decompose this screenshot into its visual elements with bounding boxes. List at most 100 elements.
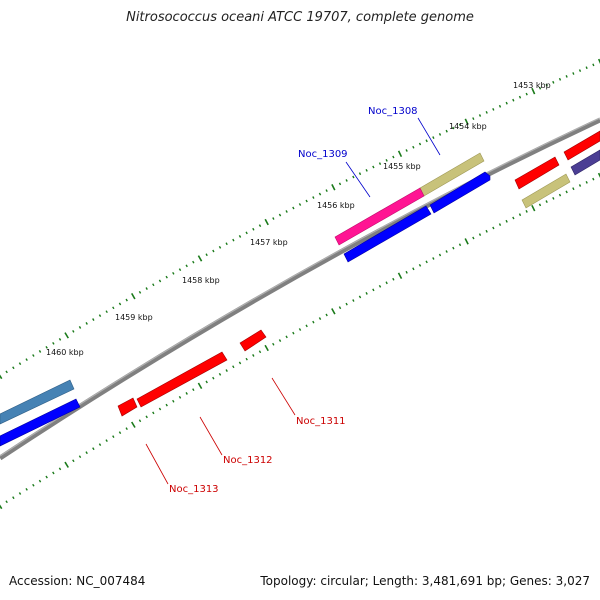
inner-minor-tick — [245, 357, 248, 361]
outer-major-tick — [531, 87, 536, 95]
inner-minor-tick — [92, 447, 95, 451]
inner-minor-tick — [52, 471, 55, 475]
inner-minor-tick — [485, 229, 488, 233]
inner-minor-tick — [572, 187, 575, 191]
outer-minor-tick — [118, 302, 122, 306]
inner-minor-tick — [232, 365, 235, 369]
inner-major-tick — [397, 272, 403, 279]
feature-red-lower-small[interactable] — [117, 397, 138, 417]
gene-label-noc-1313[interactable]: Noc_1313 — [169, 484, 219, 495]
outer-minor-tick — [225, 242, 228, 246]
gene-label-noc-1311[interactable]: Noc_1311 — [296, 416, 346, 427]
inner-minor-tick — [438, 253, 442, 257]
outer-minor-tick — [218, 245, 222, 249]
inner-minor-tick — [305, 324, 308, 328]
feature-red-mid-long[interactable] — [136, 351, 228, 408]
inner-minor-tick — [345, 302, 348, 306]
gene-label-noc-1308[interactable]: Noc_1308 — [368, 106, 418, 117]
kbp-label-1456: 1456 kbp — [317, 201, 355, 210]
inner-minor-tick — [185, 392, 188, 395]
outer-minor-tick — [192, 260, 195, 264]
feature-pink-block[interactable] — [334, 187, 425, 246]
gene-features — [0, 130, 600, 447]
leader-line-noc-1313 — [145, 443, 169, 485]
leader-line-noc-1312 — [199, 416, 223, 456]
outer-minor-tick — [278, 213, 282, 217]
inner-major-tick — [597, 172, 600, 178]
outer-minor-tick — [492, 107, 495, 111]
outer-minor-tick — [365, 168, 368, 172]
outer-major-tick — [397, 150, 403, 158]
outer-minor-tick — [245, 231, 248, 235]
inner-minor-tick — [458, 243, 462, 247]
inner-minor-tick — [538, 203, 542, 207]
inner-minor-tick — [105, 439, 108, 442]
outer-major-tick — [131, 293, 136, 300]
feature-blue-left[interactable] — [0, 398, 81, 447]
genome-title: Nitrosococcus oceani ATCC 19707, complet… — [126, 10, 474, 25]
outer-minor-tick — [445, 129, 448, 133]
feature-red-small-top-right[interactable] — [514, 156, 560, 190]
inner-minor-tick — [372, 288, 375, 292]
feature-blue-block-lower[interactable] — [343, 205, 432, 263]
inner-minor-tick — [412, 267, 415, 271]
outer-major-tick — [331, 184, 336, 191]
outer-minor-tick — [38, 350, 42, 353]
inner-minor-tick — [192, 388, 195, 392]
inner-minor-tick — [118, 431, 122, 435]
outer-minor-tick — [32, 354, 35, 357]
inner-minor-tick — [312, 320, 315, 324]
feature-khaki-block-right[interactable] — [521, 173, 571, 209]
outer-minor-tick — [478, 114, 482, 117]
outer-major-tick — [597, 58, 600, 64]
inner-minor-tick — [418, 263, 422, 267]
feature-red-mid-small[interactable] — [239, 329, 267, 352]
inner-minor-tick — [592, 177, 595, 181]
feature-khaki-block-upper[interactable] — [419, 152, 485, 197]
outer-minor-tick — [92, 318, 95, 321]
gene-label-noc-1309[interactable]: Noc_1309 — [298, 149, 348, 160]
inner-minor-tick — [405, 270, 408, 274]
outer-minor-tick — [325, 189, 328, 193]
outer-minor-tick — [572, 72, 575, 75]
inner-minor-tick — [145, 415, 148, 419]
inner-minor-tick — [218, 372, 222, 376]
feature-red-top-right-edge[interactable] — [563, 130, 600, 161]
inner-major-tick — [331, 308, 336, 315]
inner-minor-tick — [32, 483, 35, 487]
inner-minor-tick — [45, 475, 48, 479]
outer-major-tick — [264, 218, 269, 226]
outer-minor-tick — [372, 165, 375, 169]
feature-steel-left[interactable] — [0, 379, 75, 425]
outer-minor-tick — [145, 287, 148, 290]
inner-minor-tick — [205, 380, 208, 384]
kbp-label-1454: 1454 kbp — [449, 122, 487, 131]
inner-minor-tick — [292, 331, 295, 335]
outer-minor-tick — [385, 158, 388, 162]
outer-minor-tick — [352, 175, 355, 179]
outer-minor-tick — [52, 342, 55, 345]
outer-minor-tick — [25, 358, 28, 361]
inner-minor-tick — [278, 339, 282, 342]
gene-label-noc-1312[interactable]: Noc_1312 — [223, 455, 273, 466]
inner-minor-tick — [558, 193, 562, 197]
inner-major-tick — [264, 344, 269, 352]
feature-slate-top-right-edge[interactable] — [570, 149, 600, 176]
genome-backbone — [0, 117, 600, 461]
outer-minor-tick — [432, 136, 435, 140]
outer-minor-tick — [538, 86, 542, 90]
outer-minor-tick — [578, 69, 582, 72]
inner-minor-tick — [545, 200, 548, 204]
feature-blue-block-upper[interactable] — [429, 171, 491, 214]
inner-minor-tick — [252, 354, 255, 357]
leader-line-noc-1309 — [345, 161, 371, 198]
outer-minor-tick — [105, 310, 108, 314]
inner-minor-tick — [552, 196, 555, 200]
accession-text: Accession: NC_007484 — [9, 574, 146, 588]
outer-major-tick — [197, 255, 203, 262]
inner-minor-tick — [158, 407, 162, 411]
outer-minor-tick — [558, 77, 562, 81]
outer-minor-tick — [172, 271, 175, 275]
inner-tick-row — [0, 172, 600, 510]
outer-minor-tick — [505, 101, 508, 105]
